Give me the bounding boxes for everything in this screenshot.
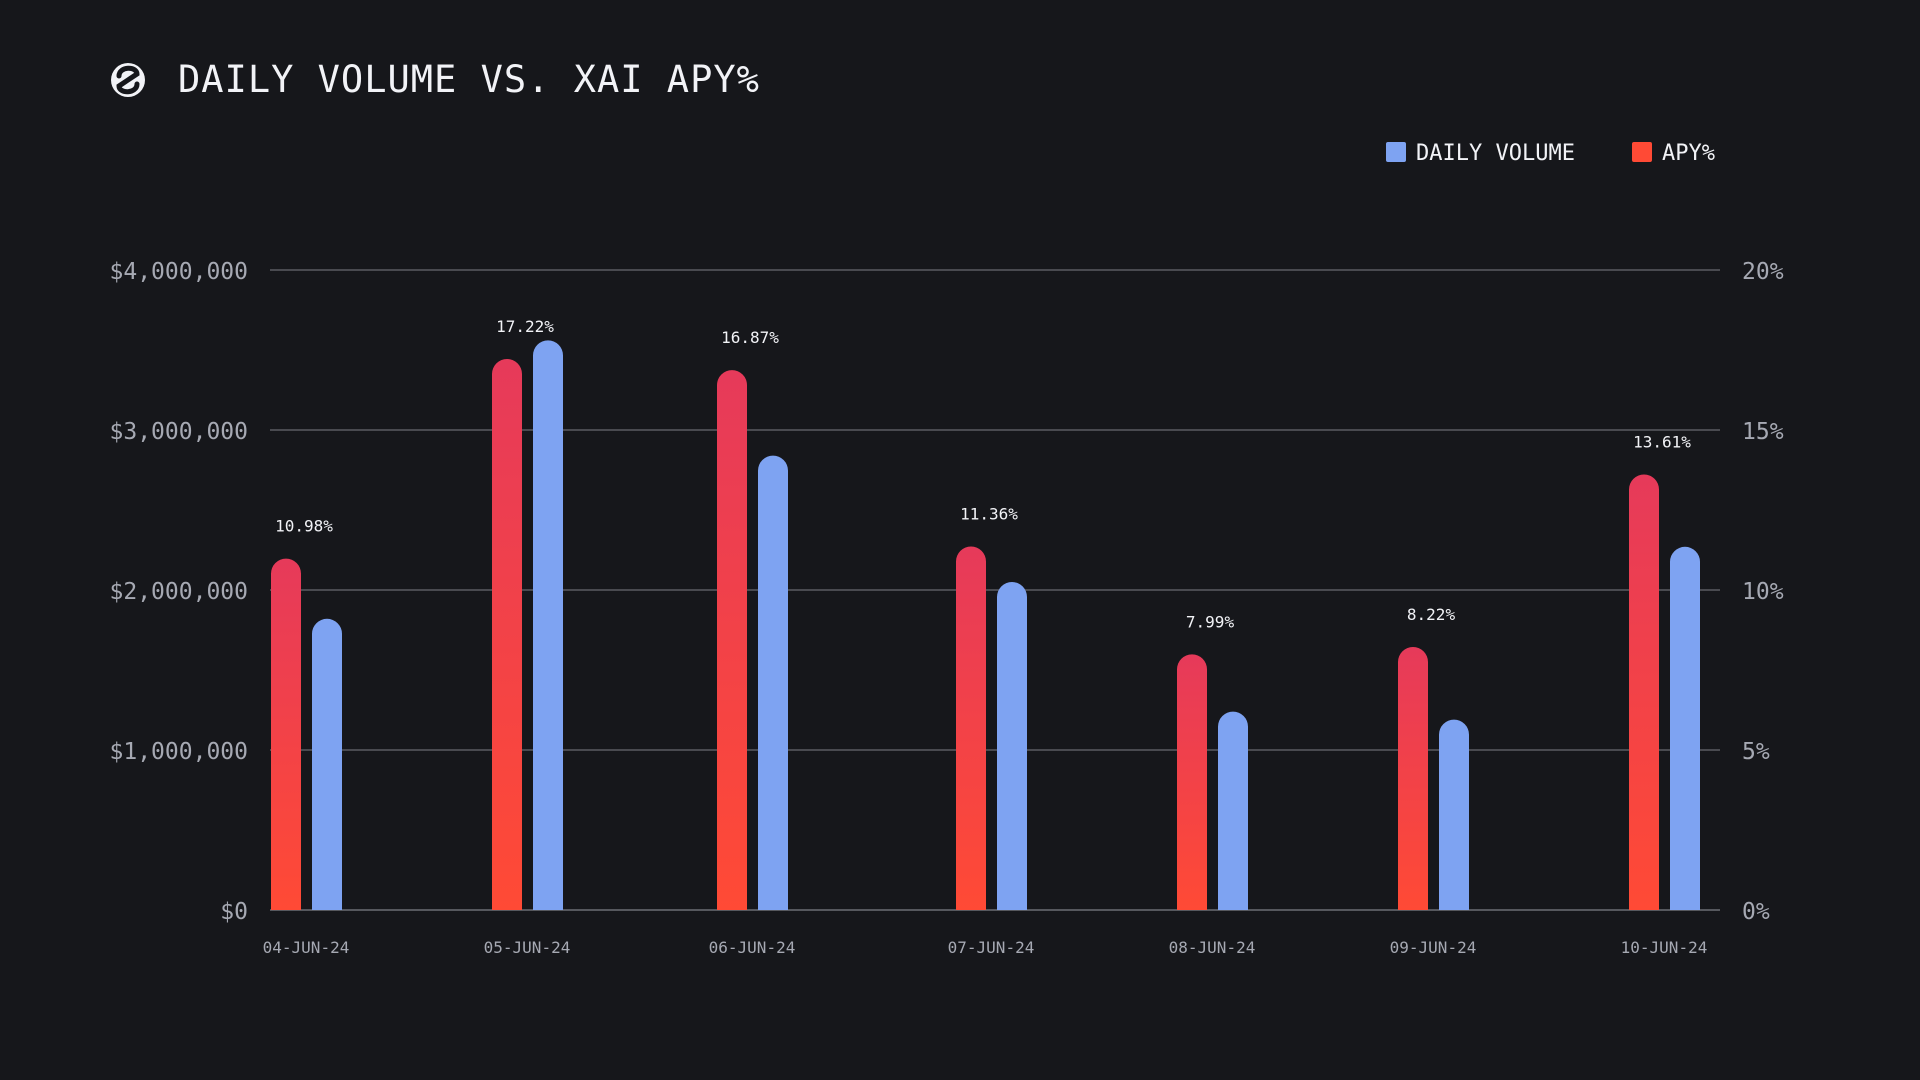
y-right-tick-label: 0% <box>1742 899 1770 925</box>
x-axis: 04-JUN-24 05-JUN-24 06-JUN-24 07-JUN-24 08-J… <box>263 938 1708 957</box>
apy-data-label: 7.99% <box>1186 612 1235 631</box>
bar-volume <box>1670 546 1700 910</box>
bar-apy <box>492 358 522 910</box>
apy-data-label: 13.61% <box>1633 432 1691 451</box>
bar-volume <box>1218 711 1248 910</box>
y-right-tick-label: 15% <box>1742 419 1784 445</box>
y-axis-left: $0 $1,000,000 $2,000,000 $3,000,000 $4,000,0… <box>110 259 248 925</box>
legend-swatch-volume <box>1386 142 1406 162</box>
x-tick-label: 07-JUN-24 <box>948 938 1035 957</box>
y-left-tick-label: $4,000,000 <box>110 259 248 285</box>
apy-data-label: 8.22% <box>1407 605 1456 624</box>
bar-apy <box>271 558 301 910</box>
y-left-tick-label: $1,000,000 <box>110 739 248 765</box>
bar-apy <box>1177 654 1207 910</box>
brand-logo-icon <box>111 63 145 97</box>
x-tick-label: 10-JUN-24 <box>1621 938 1708 957</box>
y-left-tick-label: $2,000,000 <box>110 579 248 605</box>
bar-apy <box>1398 646 1428 910</box>
y-axis-right: 0% 5% 10% 15% 20% <box>1742 259 1784 925</box>
chart-title: DAILY VOLUME VS. XAI APY% <box>178 58 760 101</box>
x-tick-label: 05-JUN-24 <box>484 938 571 957</box>
bar-volume <box>997 582 1027 910</box>
bars <box>271 340 1700 910</box>
legend: DAILY VOLUME APY% <box>1386 141 1715 166</box>
x-tick-label: 08-JUN-24 <box>1169 938 1256 957</box>
apy-data-label: 16.87% <box>721 328 779 347</box>
gridlines <box>270 269 1720 911</box>
y-left-tick-label: $0 <box>220 899 248 925</box>
bar-volume <box>758 455 788 910</box>
apy-data-label: 10.98% <box>275 517 333 536</box>
x-tick-label: 06-JUN-24 <box>709 938 796 957</box>
y-right-tick-label: 20% <box>1742 259 1784 285</box>
data-labels: 10.98% 17.22% 16.87% 11.36% 7.99% 8.22% 13.61% <box>275 317 1691 631</box>
x-tick-label: 04-JUN-24 <box>263 938 350 957</box>
y-right-tick-label: 5% <box>1742 739 1770 765</box>
y-right-tick-label: 10% <box>1742 579 1784 605</box>
bar-apy <box>956 546 986 910</box>
bar-volume <box>312 618 342 910</box>
legend-label-apy: APY% <box>1662 141 1715 166</box>
bar-volume <box>1439 719 1469 910</box>
legend-label-volume: DAILY VOLUME <box>1416 141 1575 166</box>
x-tick-label: 09-JUN-24 <box>1390 938 1477 957</box>
legend-swatch-apy <box>1632 142 1652 162</box>
bar-volume <box>533 340 563 910</box>
apy-data-label: 17.22% <box>496 317 554 336</box>
y-left-tick-label: $3,000,000 <box>110 419 248 445</box>
bar-apy <box>1629 474 1659 910</box>
bar-apy <box>717 370 747 910</box>
apy-data-label: 11.36% <box>960 504 1018 523</box>
